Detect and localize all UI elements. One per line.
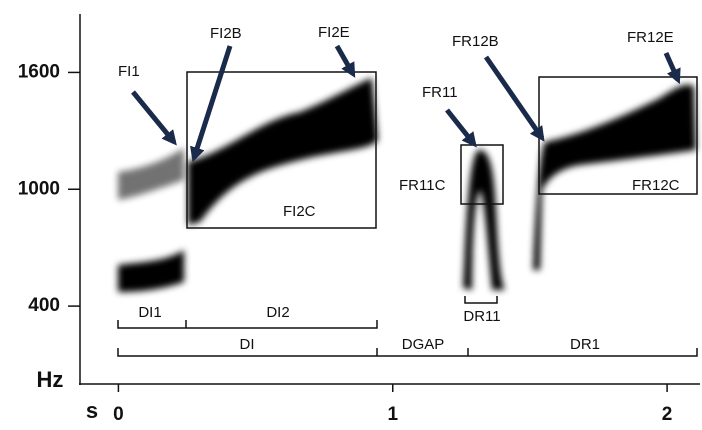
y-axis-label: Hz <box>37 367 64 392</box>
duration-label: DGAP <box>402 336 445 353</box>
arrow-label: FR11 <box>422 84 458 101</box>
x-tick-label: 1 <box>387 404 398 425</box>
x-tick-label: 2 <box>662 404 673 425</box>
box-label: FI2C <box>283 203 316 220</box>
band <box>533 84 696 271</box>
duration-label: DR11 <box>463 308 500 325</box>
arrow <box>334 44 356 78</box>
box-label: FR12C <box>632 177 680 194</box>
box-label: FR11C <box>399 177 446 194</box>
x-tick-label: 0 <box>113 404 124 425</box>
duration-label: DI <box>240 336 255 353</box>
bracket <box>117 320 378 329</box>
arrows <box>131 44 681 163</box>
arrow <box>190 45 233 163</box>
arrow-label: FI1 <box>118 63 140 80</box>
band <box>188 78 378 225</box>
duration-label: DI1 <box>138 304 161 321</box>
arrow-label: FI2E <box>318 24 350 41</box>
arrow-label: FR12B <box>452 33 499 50</box>
band <box>118 250 184 292</box>
band <box>463 149 505 290</box>
brackets <box>117 296 698 357</box>
arrow-label: FR12E <box>627 29 674 46</box>
x-axis-label: s <box>86 398 98 423</box>
arrow-label: FI2B <box>210 25 242 42</box>
bracket <box>117 348 698 357</box>
y-tick-label: 400 <box>28 295 60 316</box>
spectrogram <box>118 78 696 292</box>
box <box>460 144 504 205</box>
arrow <box>445 108 477 148</box>
duration-label: DI2 <box>266 304 289 321</box>
y-tick-label: 1000 <box>18 178 60 199</box>
y-tick-label: 1600 <box>18 61 60 82</box>
box <box>186 71 377 229</box>
band <box>118 148 184 200</box>
bracket <box>464 296 498 304</box>
arrow <box>131 90 177 146</box>
duration-label: DR1 <box>570 336 600 353</box>
arrow <box>663 51 681 85</box>
arrow <box>483 55 545 142</box>
